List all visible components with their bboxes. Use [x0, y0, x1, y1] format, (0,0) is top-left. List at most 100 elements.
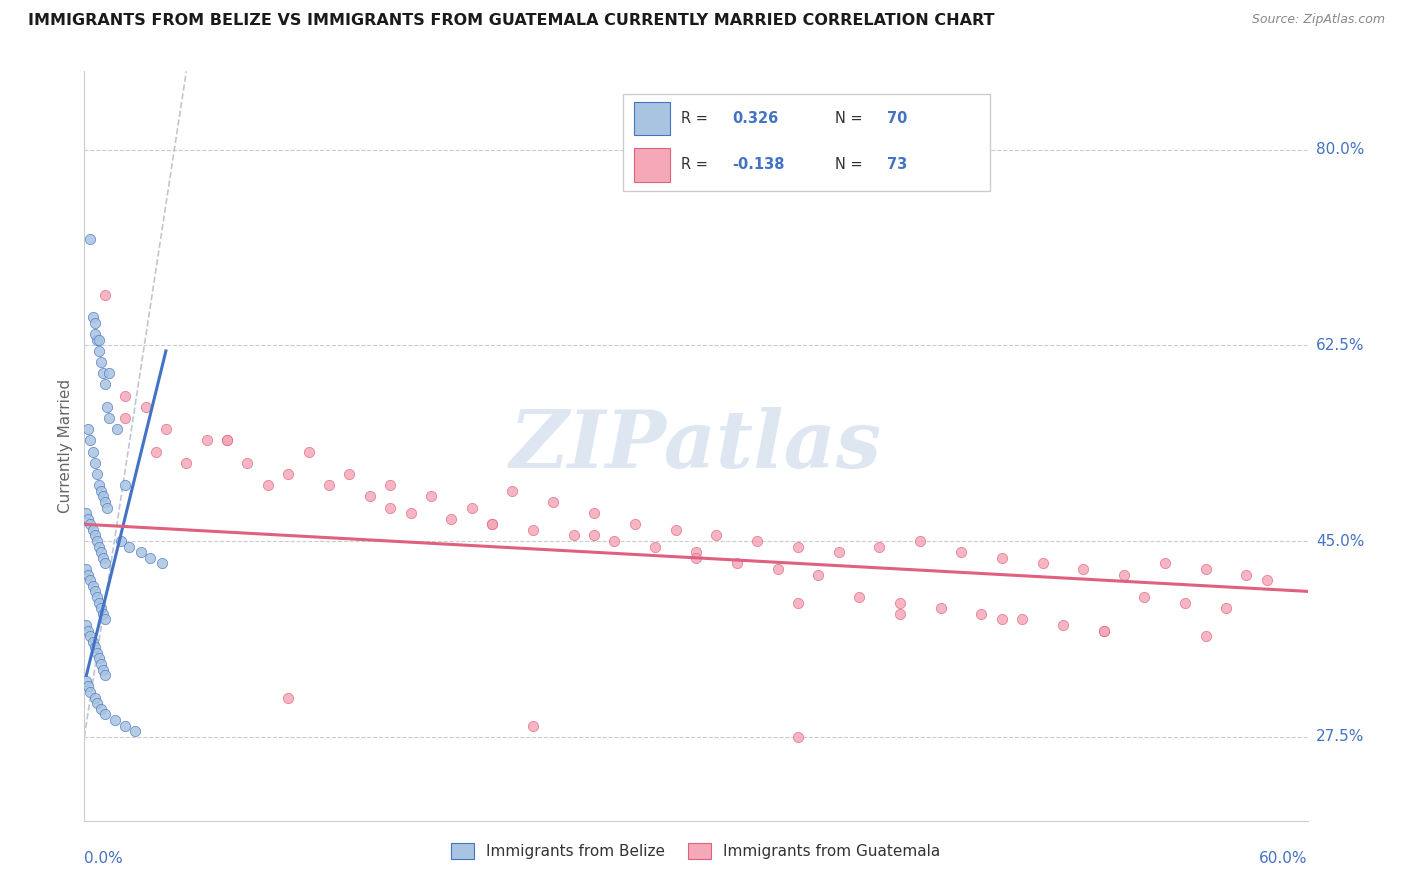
- Text: 60.0%: 60.0%: [1260, 851, 1308, 866]
- Point: [1256, 573, 1278, 587]
- Point: [77, 422, 100, 436]
- Point: [1195, 562, 1218, 576]
- Point: [1032, 557, 1054, 571]
- Point: [75, 506, 97, 520]
- Point: [83, 640, 105, 655]
- Point: [174, 456, 197, 470]
- Point: [420, 489, 443, 503]
- Point: [766, 562, 789, 576]
- Point: [869, 540, 891, 554]
- Point: [481, 517, 503, 532]
- Point: [725, 557, 748, 571]
- Text: Source: ZipAtlas.com: Source: ZipAtlas.com: [1251, 13, 1385, 27]
- Point: [399, 506, 422, 520]
- Point: [87, 333, 110, 347]
- Point: [461, 500, 484, 515]
- Point: [104, 713, 127, 727]
- Point: [86, 590, 108, 604]
- Point: [93, 557, 115, 571]
- Point: [929, 601, 952, 615]
- Y-axis label: Currently Married: Currently Married: [58, 379, 73, 513]
- Point: [1011, 612, 1033, 626]
- Point: [1092, 624, 1115, 638]
- Point: [93, 288, 115, 302]
- Point: [339, 467, 361, 481]
- Point: [90, 657, 112, 671]
- Point: [1052, 618, 1074, 632]
- Point: [1236, 567, 1258, 582]
- Point: [603, 534, 626, 549]
- Point: [97, 367, 120, 381]
- Text: 0.0%: 0.0%: [84, 851, 124, 866]
- Point: [828, 545, 851, 559]
- Point: [96, 500, 118, 515]
- Text: IMMIGRANTS FROM BELIZE VS IMMIGRANTS FROM GUATEMALA CURRENTLY MARRIED CORRELATIO: IMMIGRANTS FROM BELIZE VS IMMIGRANTS FRO…: [28, 13, 994, 29]
- Point: [970, 607, 993, 621]
- Text: 45.0%: 45.0%: [1316, 533, 1364, 549]
- Point: [522, 523, 544, 537]
- Point: [522, 718, 544, 732]
- Point: [624, 517, 647, 532]
- Point: [91, 550, 114, 565]
- Point: [583, 506, 606, 520]
- Point: [1195, 629, 1218, 643]
- Point: [583, 528, 606, 542]
- Point: [124, 724, 146, 739]
- Point: [93, 668, 115, 682]
- Point: [114, 718, 136, 732]
- Point: [75, 618, 97, 632]
- Point: [787, 540, 810, 554]
- Point: [543, 495, 565, 509]
- Point: [97, 411, 120, 425]
- Point: [83, 327, 105, 342]
- Point: [91, 663, 114, 677]
- Point: [86, 646, 108, 660]
- Point: [86, 696, 108, 710]
- Point: [77, 567, 100, 582]
- Point: [86, 333, 108, 347]
- Point: [90, 545, 112, 559]
- Point: [91, 607, 114, 621]
- Point: [93, 377, 115, 392]
- Point: [90, 702, 112, 716]
- Point: [277, 690, 299, 705]
- Point: [257, 478, 280, 492]
- Text: 62.5%: 62.5%: [1316, 338, 1364, 353]
- Point: [93, 495, 115, 509]
- Point: [82, 310, 104, 325]
- Point: [87, 651, 110, 665]
- Point: [359, 489, 381, 503]
- Point: [685, 550, 707, 565]
- Point: [665, 523, 688, 537]
- Point: [77, 624, 100, 638]
- Point: [79, 517, 101, 532]
- Point: [150, 557, 173, 571]
- Point: [138, 550, 160, 565]
- Point: [502, 483, 524, 498]
- Point: [83, 690, 105, 705]
- Point: [440, 511, 463, 525]
- Point: [90, 483, 112, 498]
- Point: [79, 573, 101, 587]
- Point: [93, 707, 115, 722]
- Point: [298, 444, 321, 458]
- Text: 27.5%: 27.5%: [1316, 730, 1364, 744]
- Point: [236, 456, 259, 470]
- Point: [991, 550, 1014, 565]
- Point: [787, 596, 810, 610]
- Point: [217, 434, 239, 448]
- Point: [1154, 557, 1177, 571]
- Point: [83, 528, 105, 542]
- Point: [90, 601, 112, 615]
- Point: [83, 456, 105, 470]
- Point: [114, 411, 136, 425]
- Point: [96, 400, 118, 414]
- Point: [114, 478, 136, 492]
- Point: [807, 567, 830, 582]
- Point: [380, 500, 402, 515]
- Point: [562, 528, 585, 542]
- Point: [83, 584, 105, 599]
- Point: [644, 540, 666, 554]
- Point: [86, 467, 108, 481]
- Point: [77, 680, 100, 694]
